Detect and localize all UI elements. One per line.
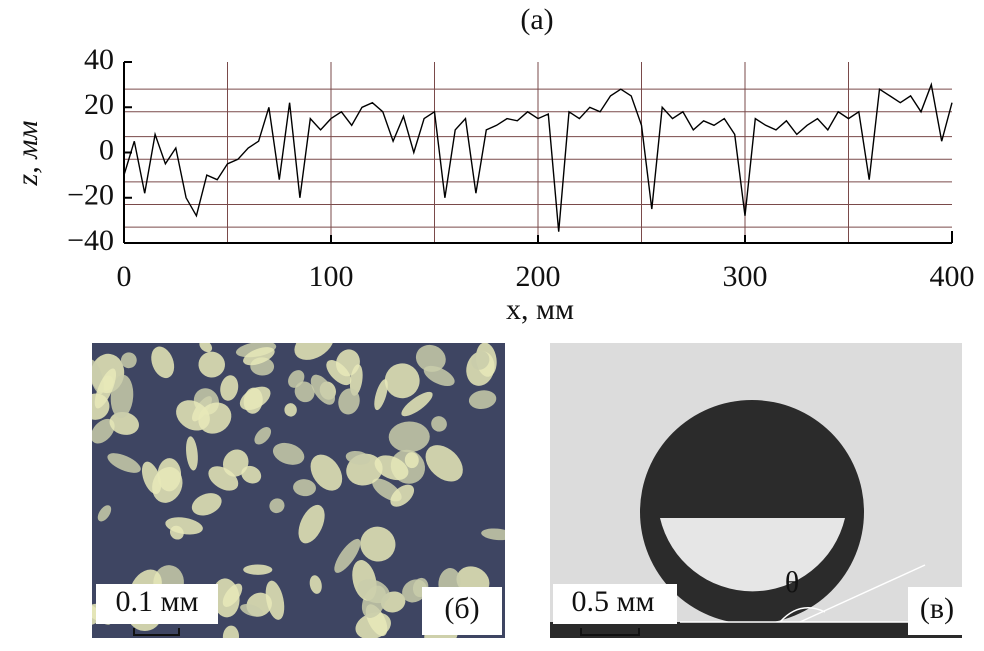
grain (335, 349, 360, 377)
droplet-highlight (660, 518, 845, 592)
y-tick-label: −20 (67, 179, 114, 212)
grain (481, 528, 505, 541)
grain (186, 436, 198, 471)
angle-arc (779, 607, 826, 623)
grain (152, 466, 183, 503)
grain (425, 445, 463, 482)
grain (198, 351, 225, 378)
x-tick-label: 400 (930, 260, 975, 293)
grain (243, 387, 263, 414)
grain (92, 418, 115, 444)
grain (388, 421, 430, 453)
grain (208, 466, 239, 491)
grain (92, 393, 110, 420)
angle-label: θ (785, 566, 799, 599)
grain (222, 625, 240, 638)
scale-box (553, 584, 677, 624)
panel-label: (б) (444, 592, 479, 625)
grain (241, 465, 262, 484)
grain (269, 498, 285, 514)
grain (374, 455, 409, 481)
grain (390, 484, 415, 507)
grain (151, 346, 175, 379)
y-tick-label: 20 (84, 88, 114, 121)
grain (176, 400, 210, 431)
y-axis-label: z, мм (11, 121, 44, 187)
grain (374, 379, 388, 411)
scale-box (96, 584, 218, 624)
scale-bar (133, 628, 180, 636)
grain (355, 612, 391, 638)
grain (243, 347, 275, 366)
scale-label: 0.1 мм (116, 585, 199, 618)
grain (222, 583, 243, 607)
grain (243, 564, 273, 575)
tangent (799, 564, 926, 623)
substrate (550, 622, 962, 638)
grain (338, 388, 360, 415)
label-box (908, 587, 962, 635)
grain (402, 579, 427, 603)
grain (222, 449, 249, 477)
y-tick-label: 0 (99, 133, 114, 166)
grain (110, 374, 134, 419)
grain (471, 351, 490, 370)
grain (384, 363, 420, 399)
grain (284, 403, 297, 417)
grain (404, 452, 419, 469)
grain (107, 453, 141, 473)
grain (120, 352, 137, 369)
grain (293, 479, 316, 497)
grain (272, 442, 305, 465)
label-box (422, 587, 502, 635)
y-tick-label: 40 (84, 43, 114, 76)
scale-bar (580, 628, 640, 636)
grain (191, 493, 222, 516)
panel-label: (в) (920, 592, 954, 625)
grain (468, 390, 497, 409)
chart-title: (a) (520, 3, 553, 36)
grain (309, 575, 322, 594)
grain (334, 538, 361, 573)
grain (415, 344, 446, 372)
x-tick-label: 300 (723, 260, 768, 293)
grain (109, 411, 139, 435)
grain (294, 381, 315, 403)
grain (240, 604, 264, 617)
scale-label: 0.5 мм (572, 585, 655, 618)
grain (310, 454, 343, 491)
grain (345, 450, 371, 465)
grain (169, 525, 184, 540)
grain (401, 391, 433, 417)
grain (288, 370, 305, 388)
x-tick-label: 0 (117, 260, 132, 293)
grain (310, 374, 335, 405)
x-axis-label: x, мм (506, 293, 574, 326)
grain (97, 505, 112, 522)
grain (298, 504, 325, 544)
grain (357, 579, 390, 604)
x-tick-label: 200 (516, 260, 561, 293)
y-tick-label: −40 (67, 224, 114, 257)
grain (265, 580, 285, 620)
grain (199, 343, 213, 353)
grain (220, 375, 239, 401)
grain (294, 343, 334, 360)
profile-line (123, 82, 953, 232)
grain (326, 360, 352, 386)
grain (254, 427, 272, 445)
grain (431, 416, 447, 432)
grain (360, 526, 396, 562)
x-tick-label: 100 (309, 260, 354, 293)
